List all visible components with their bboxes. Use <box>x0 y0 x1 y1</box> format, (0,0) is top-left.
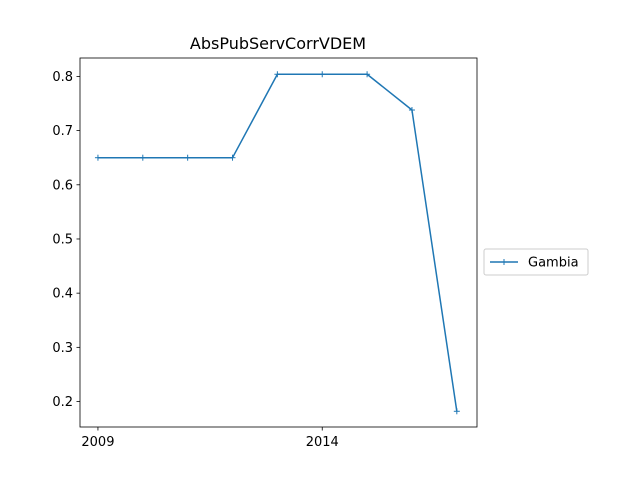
data-point <box>229 154 236 161</box>
data-point <box>274 71 281 78</box>
y-tick-label: 0.3 <box>52 341 73 356</box>
legend: Gambia <box>483 248 589 276</box>
y-tick-label: 0.6 <box>52 178 73 193</box>
data-point <box>364 71 371 78</box>
y-tick-label: 0.4 <box>52 287 73 302</box>
axes-frame <box>79 57 478 428</box>
legend-label: Gambia <box>528 256 579 271</box>
x-tick-label: 2009 <box>81 435 114 450</box>
data-point <box>94 154 101 161</box>
data-point <box>139 154 146 161</box>
plot-area <box>94 71 460 415</box>
legend-box <box>483 248 589 276</box>
y-tick-label: 0.2 <box>52 395 73 410</box>
data-point <box>453 408 460 415</box>
series-line <box>97 73 458 412</box>
data-point <box>408 107 415 114</box>
x-tick-label: 2014 <box>306 435 339 450</box>
axes: 0.2 0.3 0.4 0.5 0.6 0.7 0.8 2009 2014 <box>52 57 478 450</box>
y-tick-label: 0.8 <box>52 70 73 85</box>
data-point <box>184 154 191 161</box>
y-tick-label: 0.5 <box>52 232 73 247</box>
data-point <box>319 71 326 78</box>
chart-title: AbsPubServCorrVDEM <box>190 34 366 53</box>
y-tick-label: 0.7 <box>52 124 73 139</box>
